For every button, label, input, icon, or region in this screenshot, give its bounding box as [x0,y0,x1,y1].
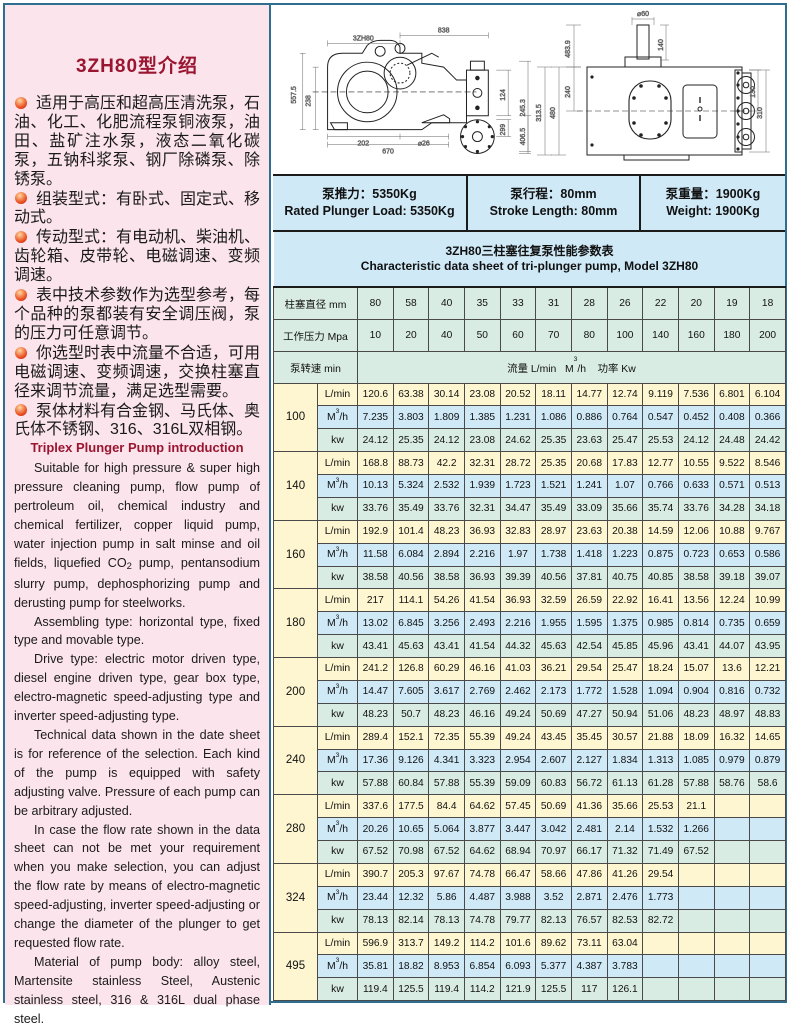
svg-text:⌀60: ⌀60 [637,11,649,18]
svg-text:483.9: 483.9 [565,40,572,58]
svg-text:480: 480 [550,107,557,119]
svg-text:238: 238 [306,95,313,107]
svg-text:838: 838 [438,27,450,34]
svg-text:124: 124 [500,89,507,101]
svg-text:299: 299 [500,124,507,136]
svg-text:202: 202 [358,141,370,148]
svg-text:310: 310 [757,107,764,119]
svg-text:⌀26: ⌀26 [418,141,430,148]
svg-text:140: 140 [658,39,665,51]
svg-text:3ZH80: 3ZH80 [353,35,374,42]
svg-text:245.3: 245.3 [520,99,527,117]
svg-text:670: 670 [382,148,394,155]
svg-text:406.5: 406.5 [520,128,527,146]
svg-text:240: 240 [565,86,572,98]
svg-text:130: 130 [750,86,757,98]
svg-text:557.5: 557.5 [291,86,298,104]
svg-text:313.5: 313.5 [536,104,543,122]
